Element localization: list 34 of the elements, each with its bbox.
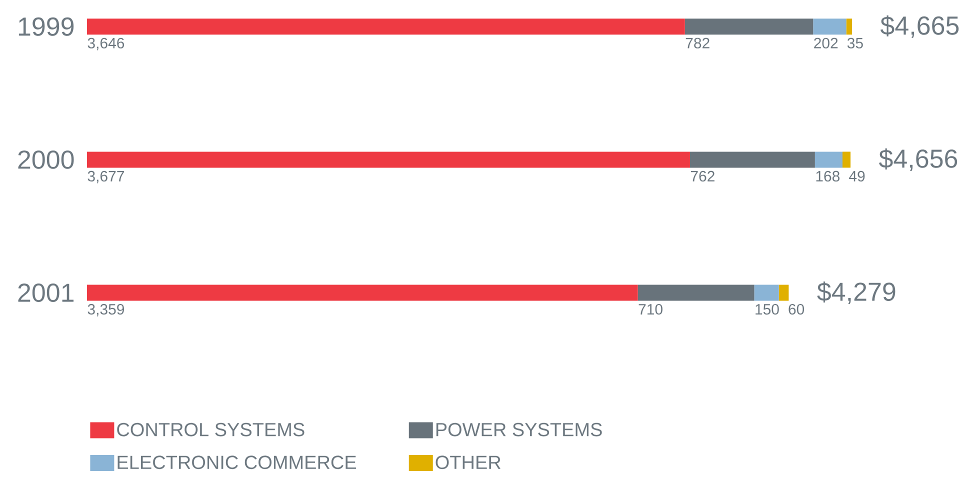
bar bbox=[87, 284, 638, 301]
bar bbox=[778, 284, 789, 301]
legend-label: OTHER bbox=[436, 456, 500, 470]
bar bbox=[813, 18, 846, 35]
data-label: 60 bbox=[788, 304, 804, 315]
legend-label: ELECTRONIC COMMERCE bbox=[118, 456, 356, 470]
bar bbox=[638, 284, 754, 301]
y-tick-label: 2001 bbox=[18, 284, 74, 302]
data-label: 3,646 bbox=[88, 38, 124, 50]
bar bbox=[684, 18, 814, 35]
y-tick-label: 1999 bbox=[18, 17, 74, 36]
data-label: 202 bbox=[814, 38, 838, 48]
legend-label: POWER SYSTEMS bbox=[436, 422, 602, 436]
bar bbox=[690, 152, 815, 168]
data-label: 3,359 bbox=[88, 304, 124, 316]
y-tick-label: 2000 bbox=[18, 150, 74, 169]
data-label: 782 bbox=[686, 38, 710, 48]
data-label: 168 bbox=[816, 170, 840, 182]
bar bbox=[814, 152, 842, 168]
data-label: 150 bbox=[756, 304, 779, 315]
total-label: $4,656 bbox=[879, 148, 958, 171]
total-label: $4,279 bbox=[817, 281, 896, 304]
data-label: 49 bbox=[849, 170, 865, 182]
bar bbox=[754, 284, 779, 301]
legend-label: CONTROL SYSTEMS bbox=[117, 422, 304, 436]
data-label: 762 bbox=[690, 170, 714, 182]
data-label: 35 bbox=[847, 38, 863, 48]
bar bbox=[842, 152, 851, 168]
bar bbox=[87, 18, 685, 35]
bar bbox=[87, 152, 690, 168]
data-label: 3,677 bbox=[88, 170, 124, 184]
data-label: 710 bbox=[638, 304, 662, 315]
total-label: $4,665 bbox=[880, 15, 959, 38]
bar bbox=[846, 18, 852, 35]
